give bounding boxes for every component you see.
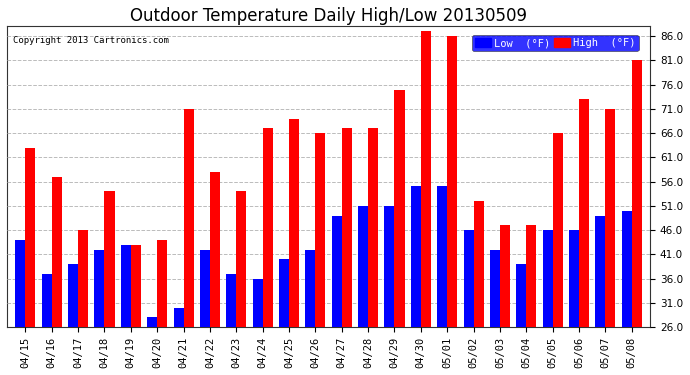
Bar bbox=[279, 259, 289, 327]
Bar bbox=[500, 225, 510, 327]
Bar bbox=[95, 249, 104, 327]
Bar bbox=[174, 308, 184, 327]
Bar bbox=[41, 274, 52, 327]
Bar bbox=[632, 60, 642, 327]
Bar bbox=[184, 109, 194, 327]
Bar bbox=[15, 240, 26, 327]
Bar bbox=[595, 216, 605, 327]
Bar bbox=[210, 172, 220, 327]
Bar bbox=[605, 109, 615, 327]
Bar bbox=[542, 230, 553, 327]
Bar bbox=[315, 133, 326, 327]
Bar bbox=[516, 264, 526, 327]
Bar bbox=[526, 225, 536, 327]
Bar bbox=[421, 32, 431, 327]
Bar bbox=[553, 133, 562, 327]
Text: Copyright 2013 Cartronics.com: Copyright 2013 Cartronics.com bbox=[13, 36, 169, 45]
Bar bbox=[121, 244, 131, 327]
Bar bbox=[358, 206, 368, 327]
Bar bbox=[622, 211, 632, 327]
Bar bbox=[78, 230, 88, 327]
Bar bbox=[104, 191, 115, 327]
Bar bbox=[306, 249, 315, 327]
Bar bbox=[569, 230, 579, 327]
Bar bbox=[342, 128, 352, 327]
Bar bbox=[473, 201, 484, 327]
Bar bbox=[236, 191, 246, 327]
Bar bbox=[200, 249, 210, 327]
Bar bbox=[147, 317, 157, 327]
Bar bbox=[131, 244, 141, 327]
Bar bbox=[253, 279, 263, 327]
Bar bbox=[464, 230, 473, 327]
Bar bbox=[395, 90, 404, 327]
Bar bbox=[157, 240, 167, 327]
Bar bbox=[226, 274, 236, 327]
Bar bbox=[437, 186, 447, 327]
Legend: Low  (°F), High  (°F): Low (°F), High (°F) bbox=[472, 35, 638, 51]
Bar bbox=[26, 148, 35, 327]
Bar bbox=[384, 206, 395, 327]
Bar bbox=[411, 186, 421, 327]
Bar bbox=[490, 249, 500, 327]
Title: Outdoor Temperature Daily High/Low 20130509: Outdoor Temperature Daily High/Low 20130… bbox=[130, 7, 527, 25]
Bar bbox=[263, 128, 273, 327]
Bar bbox=[332, 216, 342, 327]
Bar bbox=[289, 118, 299, 327]
Bar bbox=[579, 99, 589, 327]
Bar bbox=[447, 36, 457, 327]
Bar bbox=[68, 264, 78, 327]
Bar bbox=[368, 128, 378, 327]
Bar bbox=[52, 177, 62, 327]
